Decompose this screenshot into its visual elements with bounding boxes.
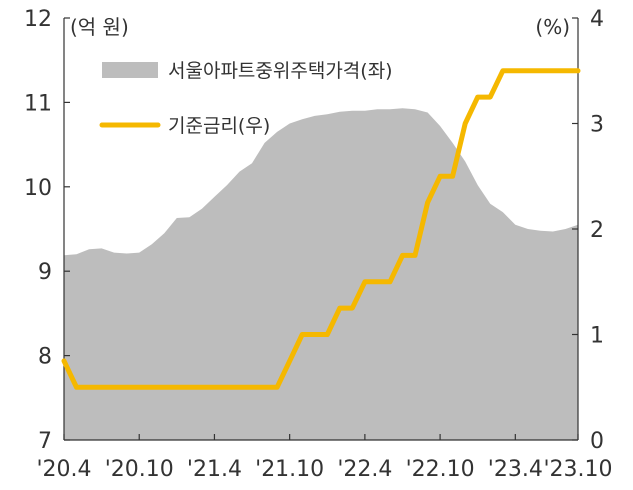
left-axis-unit: (억 원): [70, 15, 129, 39]
right-tick-label: 0: [590, 429, 604, 454]
left-tick-label: 10: [24, 176, 52, 201]
area-layer: [64, 108, 578, 441]
text-layer: 78910111201234'20.4'20.10'21.4'21.10'22.…: [24, 7, 613, 482]
x-tick-label: '23.4: [488, 457, 543, 482]
left-tick-label: 12: [24, 7, 52, 32]
x-tick-label: '23.10: [543, 457, 612, 482]
x-tick-label: '22.4: [337, 457, 392, 482]
x-tick-label: '20.10: [105, 457, 174, 482]
legend: 서울아파트중위주택가격(좌) 기준금리(우): [99, 60, 393, 137]
x-tick-label: '21.10: [255, 457, 324, 482]
price-area: [64, 108, 578, 441]
left-tick-label: 8: [38, 345, 52, 370]
left-tick-label: 9: [38, 260, 52, 285]
rate-line: [61, 68, 581, 390]
axes-layer: [63, 17, 579, 441]
left-tick-label: 7: [38, 429, 52, 454]
right-tick-label: 4: [590, 7, 604, 32]
right-tick-label: 3: [590, 113, 604, 138]
legend-label-price: 서울아파트중위주택가격(좌): [168, 60, 393, 82]
left-tick-label: 11: [24, 91, 52, 116]
line-layer: [61, 68, 581, 390]
right-axis-unit: (%): [535, 15, 570, 39]
x-tick-label: '20.4: [36, 457, 91, 482]
right-tick-label: 1: [590, 324, 604, 349]
right-tick-label: 2: [590, 218, 604, 243]
x-tick-label: '21.4: [187, 457, 242, 482]
legend-label-rate: 기준금리(우): [168, 115, 270, 137]
x-tick-label: '22.10: [406, 457, 475, 482]
legend-swatch-price: [102, 62, 158, 78]
